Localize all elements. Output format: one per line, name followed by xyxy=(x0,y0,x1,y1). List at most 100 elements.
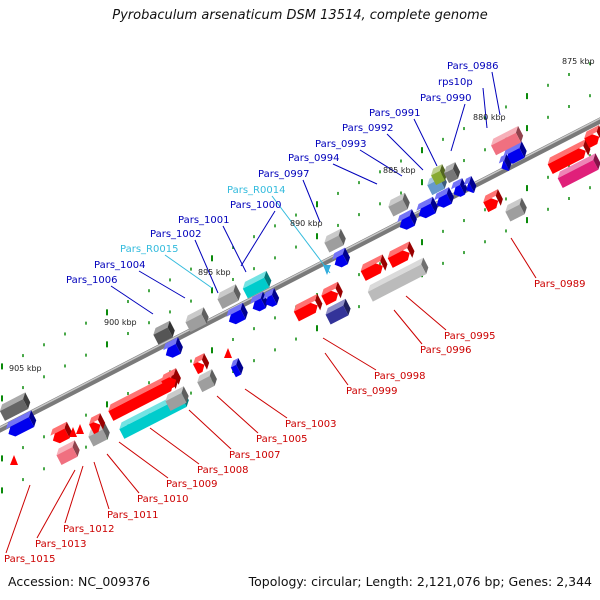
gene-label: rps10p xyxy=(438,77,473,88)
gene-feature xyxy=(263,288,280,307)
gene-feature xyxy=(387,241,415,268)
gene-feature xyxy=(397,209,417,230)
label-leader xyxy=(482,87,488,129)
gene-feature xyxy=(197,369,217,393)
gene-label: Pars_0989 xyxy=(534,279,585,290)
gene-feature xyxy=(56,440,80,466)
label-leader xyxy=(413,118,438,167)
gene-feature xyxy=(217,284,241,310)
gene-label: Pars_1012 xyxy=(63,524,114,535)
label-leader xyxy=(164,254,213,289)
gene-feature xyxy=(332,247,351,268)
gene-feature xyxy=(224,348,232,358)
gene-label: Pars_1000 xyxy=(230,200,281,211)
gene-feature xyxy=(163,337,183,358)
gene-feature xyxy=(444,162,461,184)
gene-label: Pars_R0015 xyxy=(120,244,178,255)
label-leader xyxy=(405,295,447,331)
label-leader xyxy=(138,270,186,299)
gene-feature xyxy=(547,139,591,175)
gene-label: Pars_1013 xyxy=(35,539,86,550)
gene-feature xyxy=(230,358,244,378)
gene-feature xyxy=(324,228,346,253)
gene-label: Pars_1008 xyxy=(197,465,248,476)
label-leader xyxy=(359,149,403,177)
gene-feature xyxy=(584,125,600,149)
gene-label: Pars_R0014 xyxy=(227,185,285,196)
gene-label: Pars_0996 xyxy=(420,345,471,356)
gene-feature xyxy=(325,298,351,325)
gene-feature xyxy=(463,176,477,193)
gene-label: Pars_0992 xyxy=(342,123,393,134)
label-leader xyxy=(393,309,423,345)
gene-feature xyxy=(69,427,77,437)
label-leader xyxy=(386,133,424,171)
label-leader xyxy=(491,71,501,116)
gene-label: Pars_1007 xyxy=(229,450,280,461)
label-leader xyxy=(93,461,110,510)
scale-label: 885 kbp xyxy=(383,166,416,175)
gene-label: Pars_1001 xyxy=(178,215,229,226)
scale-label: 895 kbp xyxy=(198,268,231,277)
gene-label: Pars_0986 xyxy=(447,61,498,72)
label-leader xyxy=(216,395,259,434)
gene-feature xyxy=(10,455,18,465)
gene-feature xyxy=(367,257,429,302)
label-leader xyxy=(450,103,466,152)
gene-label: Pars_0998 xyxy=(374,371,425,382)
gene-label: Pars_1004 xyxy=(94,260,145,271)
scale-label: 880 kbp xyxy=(473,113,506,122)
gene-label: Pars_1002 xyxy=(150,229,201,240)
gene-label: Pars_1011 xyxy=(107,510,158,521)
gene-feature xyxy=(483,189,503,213)
scale-labels: 875 kbp 880 kbp 885 kbp 890 kbp 895 kbp 900 k… xyxy=(9,57,595,373)
gene-feature xyxy=(498,154,512,171)
scale-label: 890 kbp xyxy=(290,219,323,228)
label-leader xyxy=(271,195,331,274)
gene-feature xyxy=(293,293,323,322)
label-leader xyxy=(110,285,154,315)
gene-feature xyxy=(226,302,248,325)
gene-feature xyxy=(503,141,527,164)
label-leader xyxy=(64,465,84,524)
gene-label: Pars_1009 xyxy=(166,479,217,490)
scale-label: 900 kbp xyxy=(104,318,137,327)
gene-label: Pars_0995 xyxy=(444,331,495,342)
gene-feature xyxy=(242,270,272,299)
gene-feature xyxy=(161,368,181,392)
gene-label: Pars_0991 xyxy=(369,108,420,119)
gene-label: Pars_0997 xyxy=(258,169,309,180)
label-leader xyxy=(222,225,247,273)
gene-feature xyxy=(76,424,84,434)
gene-feature xyxy=(153,320,175,345)
gene-label: Pars_0990 xyxy=(420,93,471,104)
gene-feature xyxy=(434,187,454,208)
gene-label: Pars_1003 xyxy=(285,419,336,430)
scale-label: 905 kbp xyxy=(9,364,42,373)
gene-features xyxy=(0,125,600,466)
label-leader xyxy=(36,469,76,539)
gene-feature xyxy=(165,386,189,412)
gene-label: Pars_1006 xyxy=(66,275,117,286)
gene-label: Pars_1015 xyxy=(4,554,55,565)
gene-feature xyxy=(431,164,448,186)
label-leader xyxy=(5,484,31,554)
label-leaders xyxy=(5,71,537,554)
gene-feature xyxy=(451,178,468,197)
gene-label: Pars_1005 xyxy=(256,434,307,445)
label-leader xyxy=(106,453,140,494)
gene-feature xyxy=(388,192,410,217)
gene-label: Pars_0999 xyxy=(346,386,397,397)
gene-feature xyxy=(321,281,343,306)
label-leader xyxy=(324,352,349,386)
gene-feature xyxy=(89,413,106,435)
label-leader xyxy=(118,441,169,479)
tick-marks xyxy=(1,62,591,494)
gene-feature xyxy=(557,153,600,189)
gene-feature xyxy=(50,421,72,444)
gene-feature xyxy=(416,196,438,219)
page-title: Pyrobaculum arsenaticum DSM 13514, compl… xyxy=(112,8,488,23)
label-leader xyxy=(188,409,232,450)
